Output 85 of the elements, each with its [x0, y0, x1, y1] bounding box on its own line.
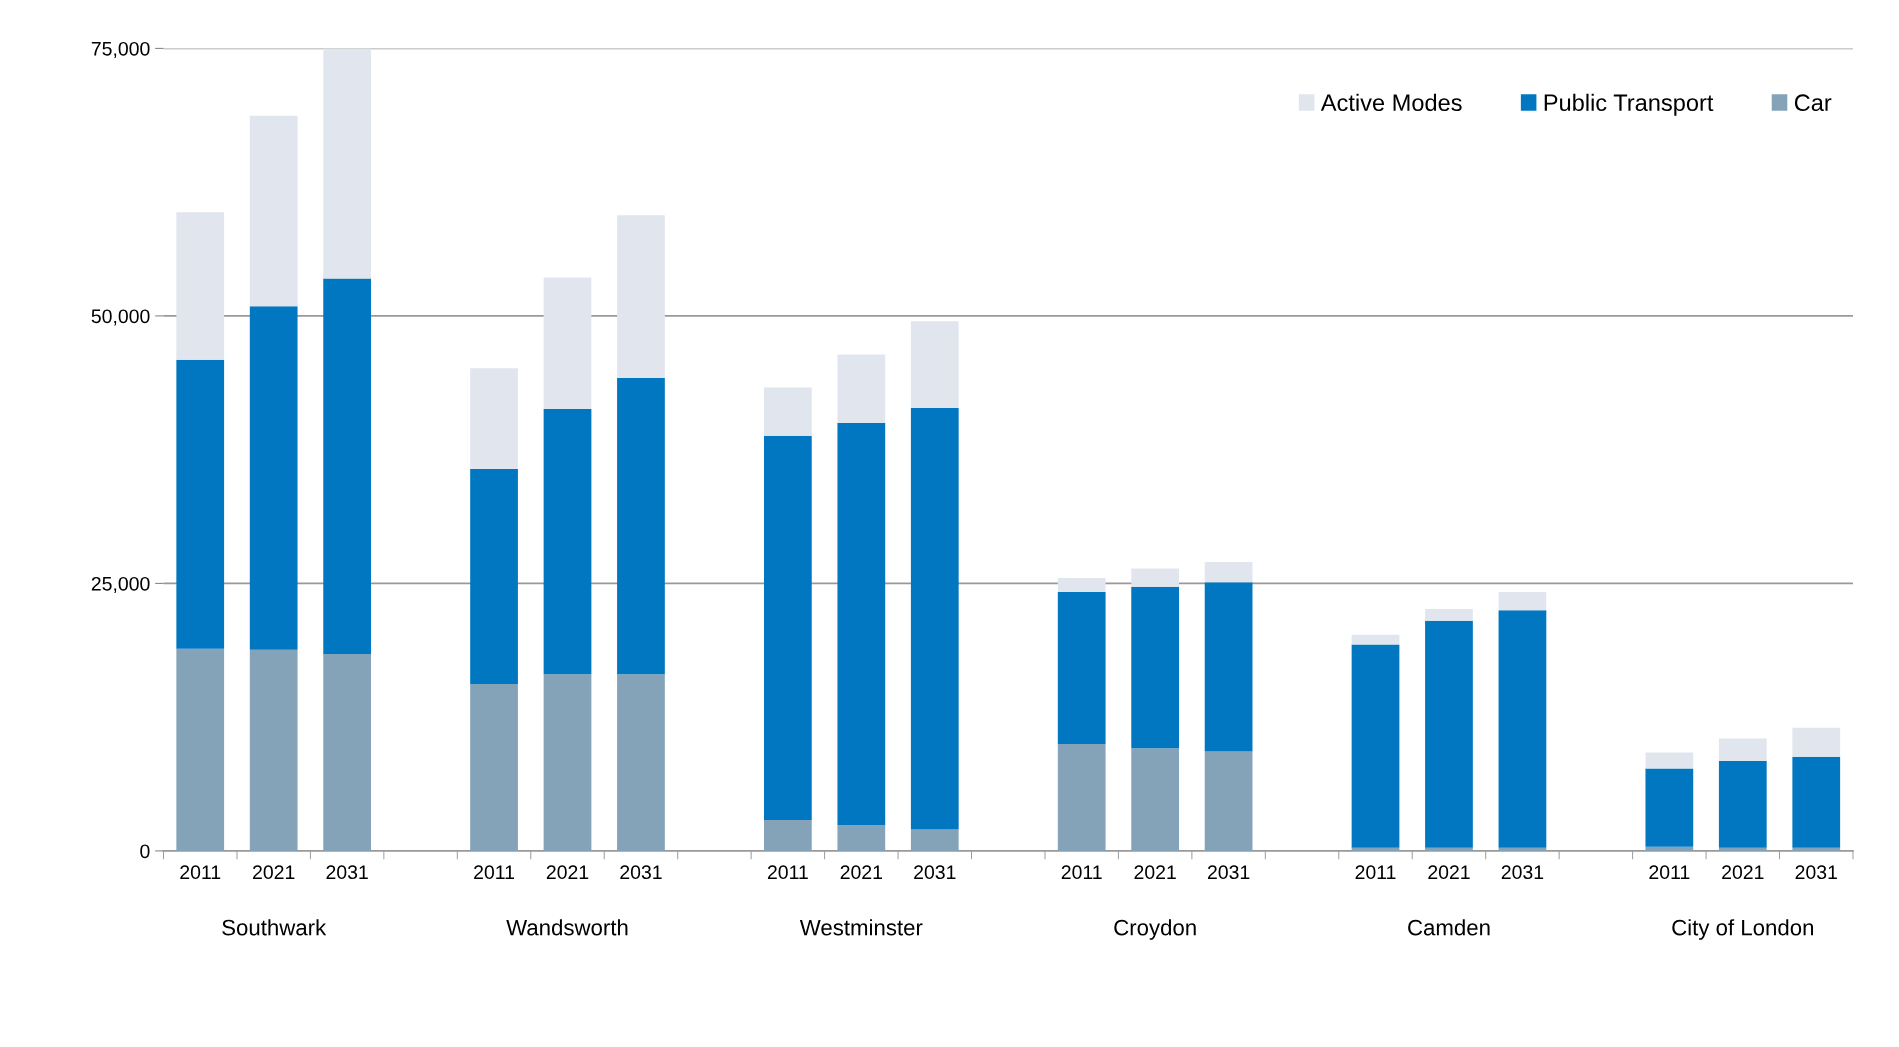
bar — [1498, 610, 1547, 848]
bar — [1425, 620, 1473, 848]
bar — [1792, 847, 1841, 851]
bar — [1057, 591, 1106, 744]
bar — [323, 278, 372, 655]
bar — [1425, 609, 1473, 621]
bar — [1792, 727, 1841, 757]
bar — [1351, 634, 1400, 645]
bar — [764, 435, 812, 820]
y-tick-label: 25,000 — [91, 576, 150, 593]
bar — [1645, 752, 1694, 769]
bar — [543, 674, 592, 851]
bar — [249, 649, 298, 851]
text: Wandsworth — [506, 919, 628, 936]
x-tick-label: 2011 — [180, 865, 221, 880]
bar — [1718, 847, 1767, 851]
bar — [1057, 578, 1106, 592]
bar — [1425, 847, 1473, 851]
bar — [910, 829, 959, 851]
bar — [764, 387, 812, 436]
y-tick-label: 0 — [140, 844, 150, 859]
x-tick-label: 2031 — [1795, 865, 1837, 880]
bar — [910, 407, 959, 830]
bar — [323, 654, 372, 851]
x-tick-label: 2021 — [253, 865, 295, 880]
text: City of London — [1672, 919, 1814, 940]
bar — [1204, 562, 1253, 583]
bar — [1204, 751, 1253, 851]
bar — [617, 215, 665, 378]
legend-label: Active Modes — [1320, 93, 1462, 112]
x-tick-label: 2021 — [1428, 865, 1470, 880]
bar — [764, 819, 812, 851]
bar — [1057, 743, 1106, 851]
bar — [1645, 846, 1694, 851]
bar — [910, 321, 959, 408]
x-tick-label: 2031 — [1207, 865, 1250, 880]
x-tick-label: 2031 — [1501, 865, 1544, 880]
bar — [249, 115, 298, 307]
text: Southwark — [222, 919, 327, 936]
x-tick-label: 2011 — [1649, 865, 1690, 880]
bar — [1498, 591, 1547, 611]
bar — [176, 648, 225, 851]
bar — [1351, 847, 1400, 851]
x-tick-label: 2021 — [1722, 865, 1764, 880]
x-tick-label: 2021 — [546, 865, 589, 880]
bar — [617, 674, 665, 851]
bar — [543, 277, 592, 410]
bar — [1645, 768, 1694, 847]
legend-label: Public Transport — [1544, 93, 1714, 116]
bar — [249, 306, 298, 650]
text: Croydon — [1114, 919, 1196, 940]
x-tick-label: 2031 — [914, 865, 956, 880]
x-tick-label: 2021 — [840, 865, 883, 880]
x-tick-label: 2011 — [474, 865, 515, 880]
y-tick-label: 50,000 — [91, 309, 150, 326]
x-tick-label: 2021 — [1134, 865, 1176, 880]
bar — [1131, 586, 1180, 749]
x-tick-label: 2031 — [326, 865, 368, 880]
bar — [176, 212, 225, 360]
bar — [1351, 644, 1400, 848]
bar — [837, 825, 886, 851]
bar — [323, 48, 372, 279]
bar — [543, 409, 592, 675]
x-tick-label: 2011 — [1061, 865, 1102, 880]
text: Westminster — [799, 919, 923, 936]
bar — [1131, 748, 1180, 851]
bar — [837, 354, 886, 423]
bar — [470, 683, 518, 851]
bar — [1792, 756, 1841, 848]
legend-label: Car — [1794, 94, 1832, 112]
bar — [1131, 568, 1180, 587]
bar — [837, 422, 886, 826]
bar — [1718, 761, 1767, 848]
x-tick-label: 2031 — [620, 865, 662, 880]
bar — [176, 359, 225, 649]
bar — [1718, 738, 1767, 762]
bar — [1498, 847, 1547, 851]
bar — [617, 377, 665, 675]
bar — [470, 468, 518, 684]
bar — [470, 368, 518, 469]
y-tick-label: 75,000 — [91, 41, 150, 58]
bar — [1204, 582, 1253, 752]
text: Camden — [1408, 919, 1490, 936]
x-tick-label: 2011 — [1355, 865, 1396, 880]
x-tick-label: 2011 — [767, 865, 808, 880]
